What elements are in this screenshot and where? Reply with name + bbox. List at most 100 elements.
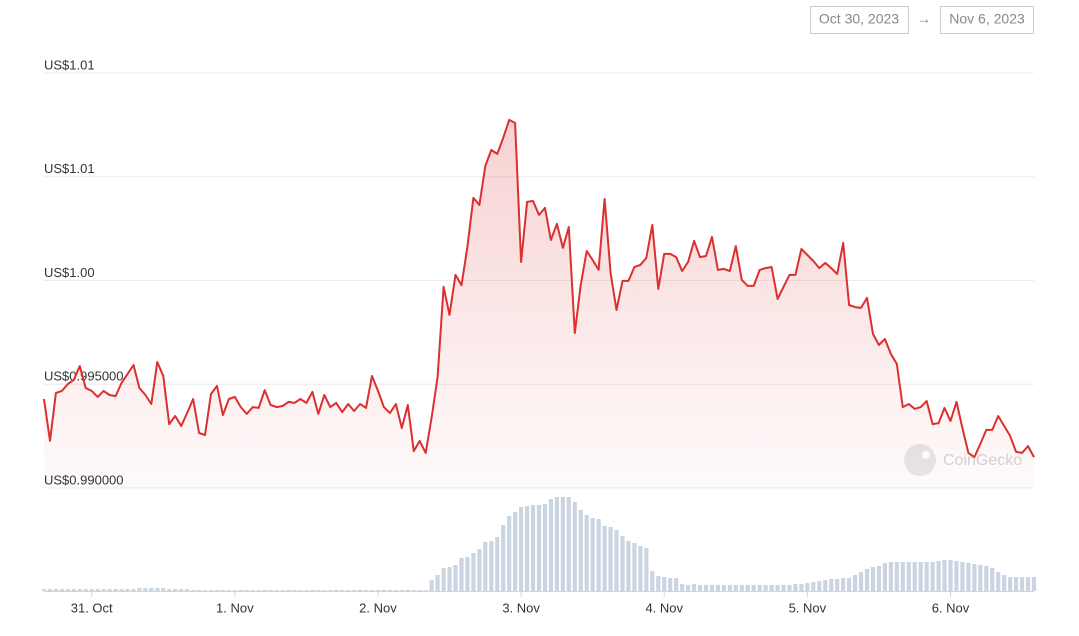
volume-bar xyxy=(632,543,637,591)
volume-bar xyxy=(924,562,929,591)
volume-bar xyxy=(835,579,840,591)
volume-bar xyxy=(656,576,661,591)
volume-bar xyxy=(715,585,721,591)
volume-bar xyxy=(524,506,530,591)
volume-bar xyxy=(793,584,798,591)
volume-bar xyxy=(399,590,404,591)
y-tick-label: US$1.01 xyxy=(44,161,95,176)
volume-bar xyxy=(721,585,726,591)
volume-bar xyxy=(554,497,559,591)
volume-bar xyxy=(357,590,363,591)
volume-bar xyxy=(930,562,935,591)
volume-bar xyxy=(686,585,691,591)
volume-bar xyxy=(1014,577,1019,591)
volume-bar xyxy=(680,584,685,591)
x-tick-label: 3. Nov xyxy=(502,600,540,615)
volume-bar xyxy=(483,542,488,591)
volume-bar xyxy=(829,579,834,591)
volume-bar xyxy=(334,590,339,591)
volume-bar xyxy=(590,518,595,591)
volume-bar xyxy=(644,548,649,591)
volume-bar xyxy=(196,590,202,591)
volume-bar xyxy=(674,578,679,591)
volume-bar xyxy=(530,505,536,591)
volume-bar xyxy=(787,585,792,591)
volume-bar xyxy=(465,557,470,591)
volume-bar xyxy=(507,516,512,591)
volume-bar xyxy=(435,575,440,591)
volume-bar xyxy=(232,590,237,591)
volume-bar xyxy=(733,585,738,591)
volume-bar xyxy=(542,504,548,591)
volume-bar xyxy=(876,566,882,591)
volume-bar xyxy=(268,590,273,591)
volume-bar xyxy=(262,590,267,591)
volume-bar xyxy=(1031,577,1037,591)
watermark: CoinGecko xyxy=(904,444,1022,476)
volume-bar xyxy=(978,565,983,591)
volume-bar xyxy=(489,541,494,591)
volume-bar xyxy=(852,575,858,591)
volume-bar xyxy=(1019,577,1025,591)
volume-bar xyxy=(984,566,989,591)
volume-bar xyxy=(304,590,309,591)
volume-bar xyxy=(131,589,136,591)
volume-bar xyxy=(703,585,709,591)
volume-bar xyxy=(244,590,249,591)
volume-bar xyxy=(346,590,351,591)
volume-bar xyxy=(202,590,208,591)
volume-bar xyxy=(954,561,959,591)
volume-bar xyxy=(960,562,965,591)
price-area xyxy=(44,119,1034,489)
volume-bar xyxy=(811,582,816,591)
volume-bar xyxy=(363,590,369,591)
volume-bar xyxy=(369,590,375,591)
volume-bar xyxy=(59,589,64,591)
volume-bar xyxy=(918,562,923,591)
volume-bar xyxy=(137,588,142,591)
x-tick-label: 5. Nov xyxy=(789,600,827,615)
volume-bar xyxy=(298,590,303,591)
volume-bar xyxy=(906,562,911,591)
volume-bar xyxy=(292,590,297,591)
volume-bar xyxy=(286,590,291,591)
volume-bar xyxy=(566,497,571,591)
volume-bar xyxy=(769,585,774,591)
volume-bar xyxy=(167,589,172,591)
volume-bar xyxy=(125,589,130,591)
volume-bar xyxy=(1008,577,1013,591)
volume-bar xyxy=(757,585,762,591)
volume-bar xyxy=(208,590,214,591)
volume-bar xyxy=(727,585,732,591)
volume-bar xyxy=(602,526,607,591)
volume-bar xyxy=(83,589,88,591)
range-start: Oct 30, 2023 xyxy=(819,11,899,27)
volume-bar xyxy=(119,589,124,591)
volume-bar xyxy=(459,558,464,591)
price-line xyxy=(43,118,1035,459)
volume-bar xyxy=(191,590,196,591)
volume-bar xyxy=(894,562,899,591)
volume-bar xyxy=(572,502,577,591)
y-tick-label: US$1.00 xyxy=(44,265,95,280)
volume-bar xyxy=(274,590,279,591)
volume-bar xyxy=(942,560,947,591)
range-start-box[interactable] xyxy=(810,6,909,34)
volume-bar xyxy=(423,590,428,591)
volume-bar xyxy=(161,588,166,591)
volume-bar xyxy=(226,590,231,591)
volume-bar xyxy=(739,585,744,591)
volume-bar xyxy=(1025,577,1031,591)
volume-bar xyxy=(41,589,47,591)
volume-bar xyxy=(912,562,917,591)
x-tick-label: 4. Nov xyxy=(645,600,683,615)
volume-bar xyxy=(596,519,601,591)
volume-bar xyxy=(775,585,780,591)
volume-bar xyxy=(417,590,422,591)
range-end-box[interactable] xyxy=(940,6,1034,34)
volume-bar xyxy=(280,590,285,591)
volume-bar xyxy=(185,589,190,591)
volume-bar xyxy=(393,590,398,591)
volume-bar xyxy=(477,549,482,591)
volume-bar xyxy=(340,590,345,591)
